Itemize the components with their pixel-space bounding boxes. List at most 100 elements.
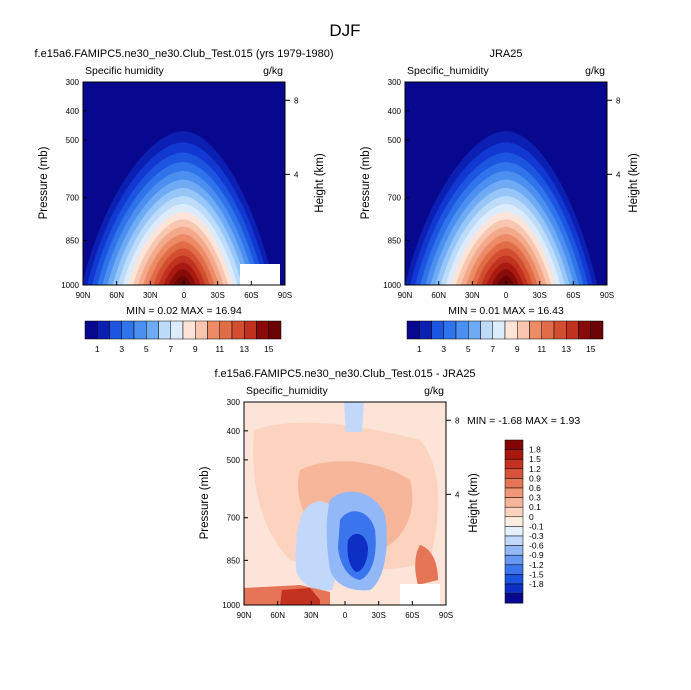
colorbar-swatch [219,320,233,340]
colorbar-swatch [468,320,481,340]
colorbar-label: 0 [529,512,534,522]
panel-model: f.e15a6.FAMIPC5.ne30_ne30.Club_Test.015 … [34,48,333,354]
difference-contour-band [347,533,368,572]
y-tick-label: 500 [66,136,80,145]
colorbar-swatch [431,320,444,340]
colorbar-swatch [504,516,524,527]
y-tick-label: 300 [227,398,241,407]
colorbar-swatch [504,487,524,498]
colorbar-label: 0.3 [529,493,541,503]
y2-tick-label: 8 [294,96,299,105]
colorbar-swatch [492,320,506,340]
colorbar-label: 0.9 [529,473,541,483]
y-tick-label: 1000 [222,601,240,610]
x-tick-label: 60S [566,291,580,300]
y-tick-label: 400 [227,427,241,436]
colorbar-swatch [504,526,524,537]
x-tick-label: 0 [182,291,187,300]
panel-diff: f.e15a6.FAMIPC5.ne30_ne30.Club_Test.015 … [199,368,580,620]
colorbar-swatch [541,320,555,340]
y-tick-label: 400 [388,107,402,116]
panel-diff-plot-area [244,402,446,605]
panel-diff-y2label: Height (km) [468,473,480,533]
colorbar-swatch [109,320,122,340]
x-tick-label: 30N [304,611,319,620]
colorbar-swatch [231,320,245,340]
colorbar-label: 5 [144,344,149,354]
colorbar-swatch [195,320,208,340]
panel-obs-title: JRA25 [489,48,522,60]
colorbar-swatch [504,497,524,508]
colorbar-label: -0.1 [529,521,544,531]
colorbar-swatch [504,478,524,489]
colorbar-swatch [121,320,135,340]
colorbar-label: 13 [562,344,572,354]
y-tick-label: 1000 [383,281,401,290]
colorbar-swatch [504,554,524,566]
colorbar-swatch [146,320,159,340]
colorbar-swatch [158,320,171,340]
colorbar-swatch [578,320,591,340]
x-tick-label: 90N [76,291,91,300]
panel-diff-stats: MIN = -1.68 MAX = 1.93 [467,415,580,427]
colorbar-label: 13 [240,344,250,354]
y2-tick-label: 4 [616,170,621,179]
colorbar-swatch [553,320,567,340]
colorbar-label: 1.2 [529,464,541,474]
colorbar-label: 15 [264,344,274,354]
y-tick-label: 1000 [61,281,79,290]
x-tick-label: 60S [244,291,258,300]
x-tick-label: 60N [109,291,124,300]
panel-diff-shading [244,402,439,605]
x-tick-label: 30S [211,291,225,300]
page-title: DJF [329,21,360,40]
x-tick-label: 60N [270,611,285,620]
colorbar-label: 1 [417,344,422,354]
colorbar-swatch [97,320,110,340]
y-tick-label: 700 [66,194,80,203]
colorbar-swatch [504,449,524,460]
panel-model-units-label: g/kg [263,65,283,77]
x-tick-label: 30S [372,611,386,620]
panel-model-title: f.e15a6.FAMIPC5.ne30_ne30.Club_Test.015 … [34,48,333,60]
panel-obs-colorbar: 1 3 5 7 9 11 13 15 [406,320,604,354]
colorbar-swatch [504,320,518,340]
panel-obs-stats: MIN = 0.01 MAX = 16.43 [448,305,564,317]
y-tick-label: 700 [227,514,241,523]
colorbar-swatch [504,439,524,450]
colorbar-swatch [170,320,184,340]
x-tick-label: 30N [143,291,158,300]
panel-obs-plot-area [405,82,607,285]
y-tick-label: 500 [388,136,402,145]
colorbar-label: 1 [95,344,100,354]
humidity-contour-band [497,276,515,285]
colorbar-swatch [529,320,542,340]
colorbar-swatch [182,320,196,340]
x-tick-label: 30N [465,291,480,300]
panel-model-stats: MIN = 0.02 MAX = 16.94 [126,305,242,317]
colorbar-label: 0.1 [529,502,541,512]
y2-tick-label: 8 [616,96,621,105]
colorbar-label: -0.9 [529,550,544,560]
colorbar-swatch [504,458,524,470]
y2-tick-label: 8 [455,416,460,425]
difference-contour-band [280,588,320,605]
y-tick-label: 300 [388,78,402,87]
y-tick-label: 300 [66,78,80,87]
panel-diff-ylabel: Pressure (mb) [199,466,211,539]
colorbar-label: -0.6 [529,541,544,551]
panel-obs-ylabel: Pressure (mb) [360,146,372,219]
colorbar-swatch [504,468,524,479]
panel-model-variable-label: Specific humidity [85,65,165,77]
y2-tick-label: 4 [294,170,299,179]
colorbar-swatch [84,320,98,340]
colorbar-swatch [244,320,257,340]
difference-contour-band [415,545,438,585]
colorbar-swatch [504,564,524,575]
colorbar-label: 1.5 [529,454,541,464]
colorbar-label: -1.2 [529,560,544,570]
panel-diff-variable-label: Specific_humidity [246,385,328,397]
colorbar-swatch [480,320,493,340]
x-tick-label: 90N [237,611,252,620]
colorbar-swatch [419,320,432,340]
